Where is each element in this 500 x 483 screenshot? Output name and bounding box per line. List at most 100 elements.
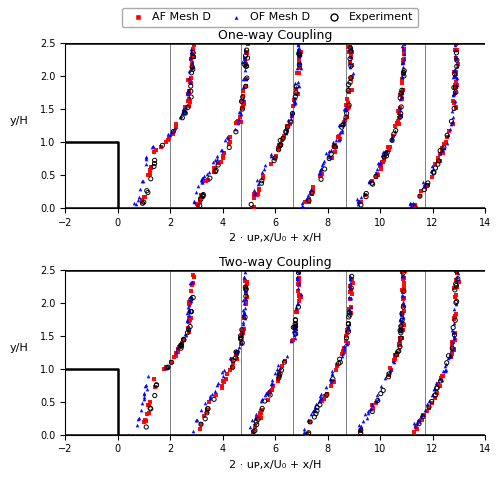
Point xyxy=(448,344,456,352)
Point xyxy=(242,300,250,308)
Point xyxy=(348,61,356,69)
Point xyxy=(451,286,459,294)
Point xyxy=(440,366,448,374)
Point xyxy=(328,367,336,375)
Point xyxy=(284,126,292,133)
Point xyxy=(184,68,192,75)
Point xyxy=(368,180,376,188)
Point xyxy=(451,46,459,54)
Point xyxy=(235,108,243,116)
Point xyxy=(150,383,158,391)
Point xyxy=(188,66,196,73)
Point xyxy=(295,55,303,62)
Point xyxy=(308,189,316,197)
Point xyxy=(225,143,233,151)
Point xyxy=(340,342,348,350)
Point xyxy=(241,304,249,312)
Point xyxy=(437,374,445,382)
Point xyxy=(292,329,300,337)
Point xyxy=(295,275,303,283)
Point xyxy=(354,197,362,205)
Point xyxy=(140,193,148,200)
Point xyxy=(297,290,305,298)
Point xyxy=(294,281,302,288)
Point xyxy=(452,54,460,62)
Point xyxy=(342,110,350,117)
Point xyxy=(239,320,247,327)
Point xyxy=(344,340,351,347)
Point xyxy=(242,285,250,293)
Point xyxy=(250,190,258,198)
Point xyxy=(424,182,432,189)
X-axis label: 2 · uᴘ,x/U₀ + x/H: 2 · uᴘ,x/U₀ + x/H xyxy=(229,233,321,243)
Point xyxy=(452,49,460,57)
Point xyxy=(272,152,280,160)
Point xyxy=(274,375,282,383)
Point xyxy=(198,176,206,184)
Point xyxy=(147,405,155,412)
Point xyxy=(348,276,356,284)
Point xyxy=(453,56,461,64)
Point xyxy=(450,345,458,353)
Point xyxy=(295,47,303,55)
Point xyxy=(221,136,229,144)
Point xyxy=(320,157,328,165)
Point xyxy=(206,394,214,402)
Point xyxy=(241,46,249,54)
Point xyxy=(295,291,303,298)
Point xyxy=(296,61,304,69)
Point xyxy=(372,398,380,405)
Point xyxy=(372,172,380,180)
Point xyxy=(276,142,283,149)
Point xyxy=(366,177,374,185)
Point xyxy=(284,126,292,134)
Point xyxy=(302,195,310,203)
Point xyxy=(320,393,328,400)
Point xyxy=(396,103,404,111)
Point xyxy=(344,322,351,330)
Point xyxy=(165,134,173,142)
Point xyxy=(342,332,350,340)
Point xyxy=(150,156,158,164)
Point xyxy=(140,177,147,185)
Point xyxy=(304,429,312,437)
Point xyxy=(292,325,300,333)
Point xyxy=(176,113,184,121)
Point xyxy=(294,300,302,308)
Point xyxy=(266,391,274,399)
Point xyxy=(344,325,352,333)
Point xyxy=(392,351,400,358)
Point xyxy=(347,286,355,294)
Point xyxy=(368,401,376,409)
Point xyxy=(239,326,247,334)
Point xyxy=(272,155,280,162)
Point xyxy=(290,325,298,333)
Point xyxy=(144,409,152,416)
Point xyxy=(416,415,424,423)
Point xyxy=(213,153,221,160)
Point xyxy=(183,317,191,325)
Point xyxy=(182,103,190,111)
Point xyxy=(305,197,313,204)
Point xyxy=(241,66,249,74)
Point xyxy=(345,326,353,333)
Point xyxy=(291,324,299,331)
Point xyxy=(361,410,369,417)
Point xyxy=(347,43,355,51)
Point xyxy=(185,328,193,336)
Point xyxy=(184,307,192,314)
Point xyxy=(184,76,192,84)
Point xyxy=(363,414,371,422)
Point xyxy=(186,78,194,86)
Point xyxy=(140,395,148,402)
Point xyxy=(200,398,208,406)
Point xyxy=(229,356,237,364)
Point xyxy=(398,316,406,324)
Point xyxy=(340,345,348,353)
Point xyxy=(392,127,400,134)
Point xyxy=(386,365,394,373)
Point xyxy=(398,89,406,97)
Point xyxy=(451,293,459,301)
Point xyxy=(200,191,207,199)
Point xyxy=(409,199,417,207)
